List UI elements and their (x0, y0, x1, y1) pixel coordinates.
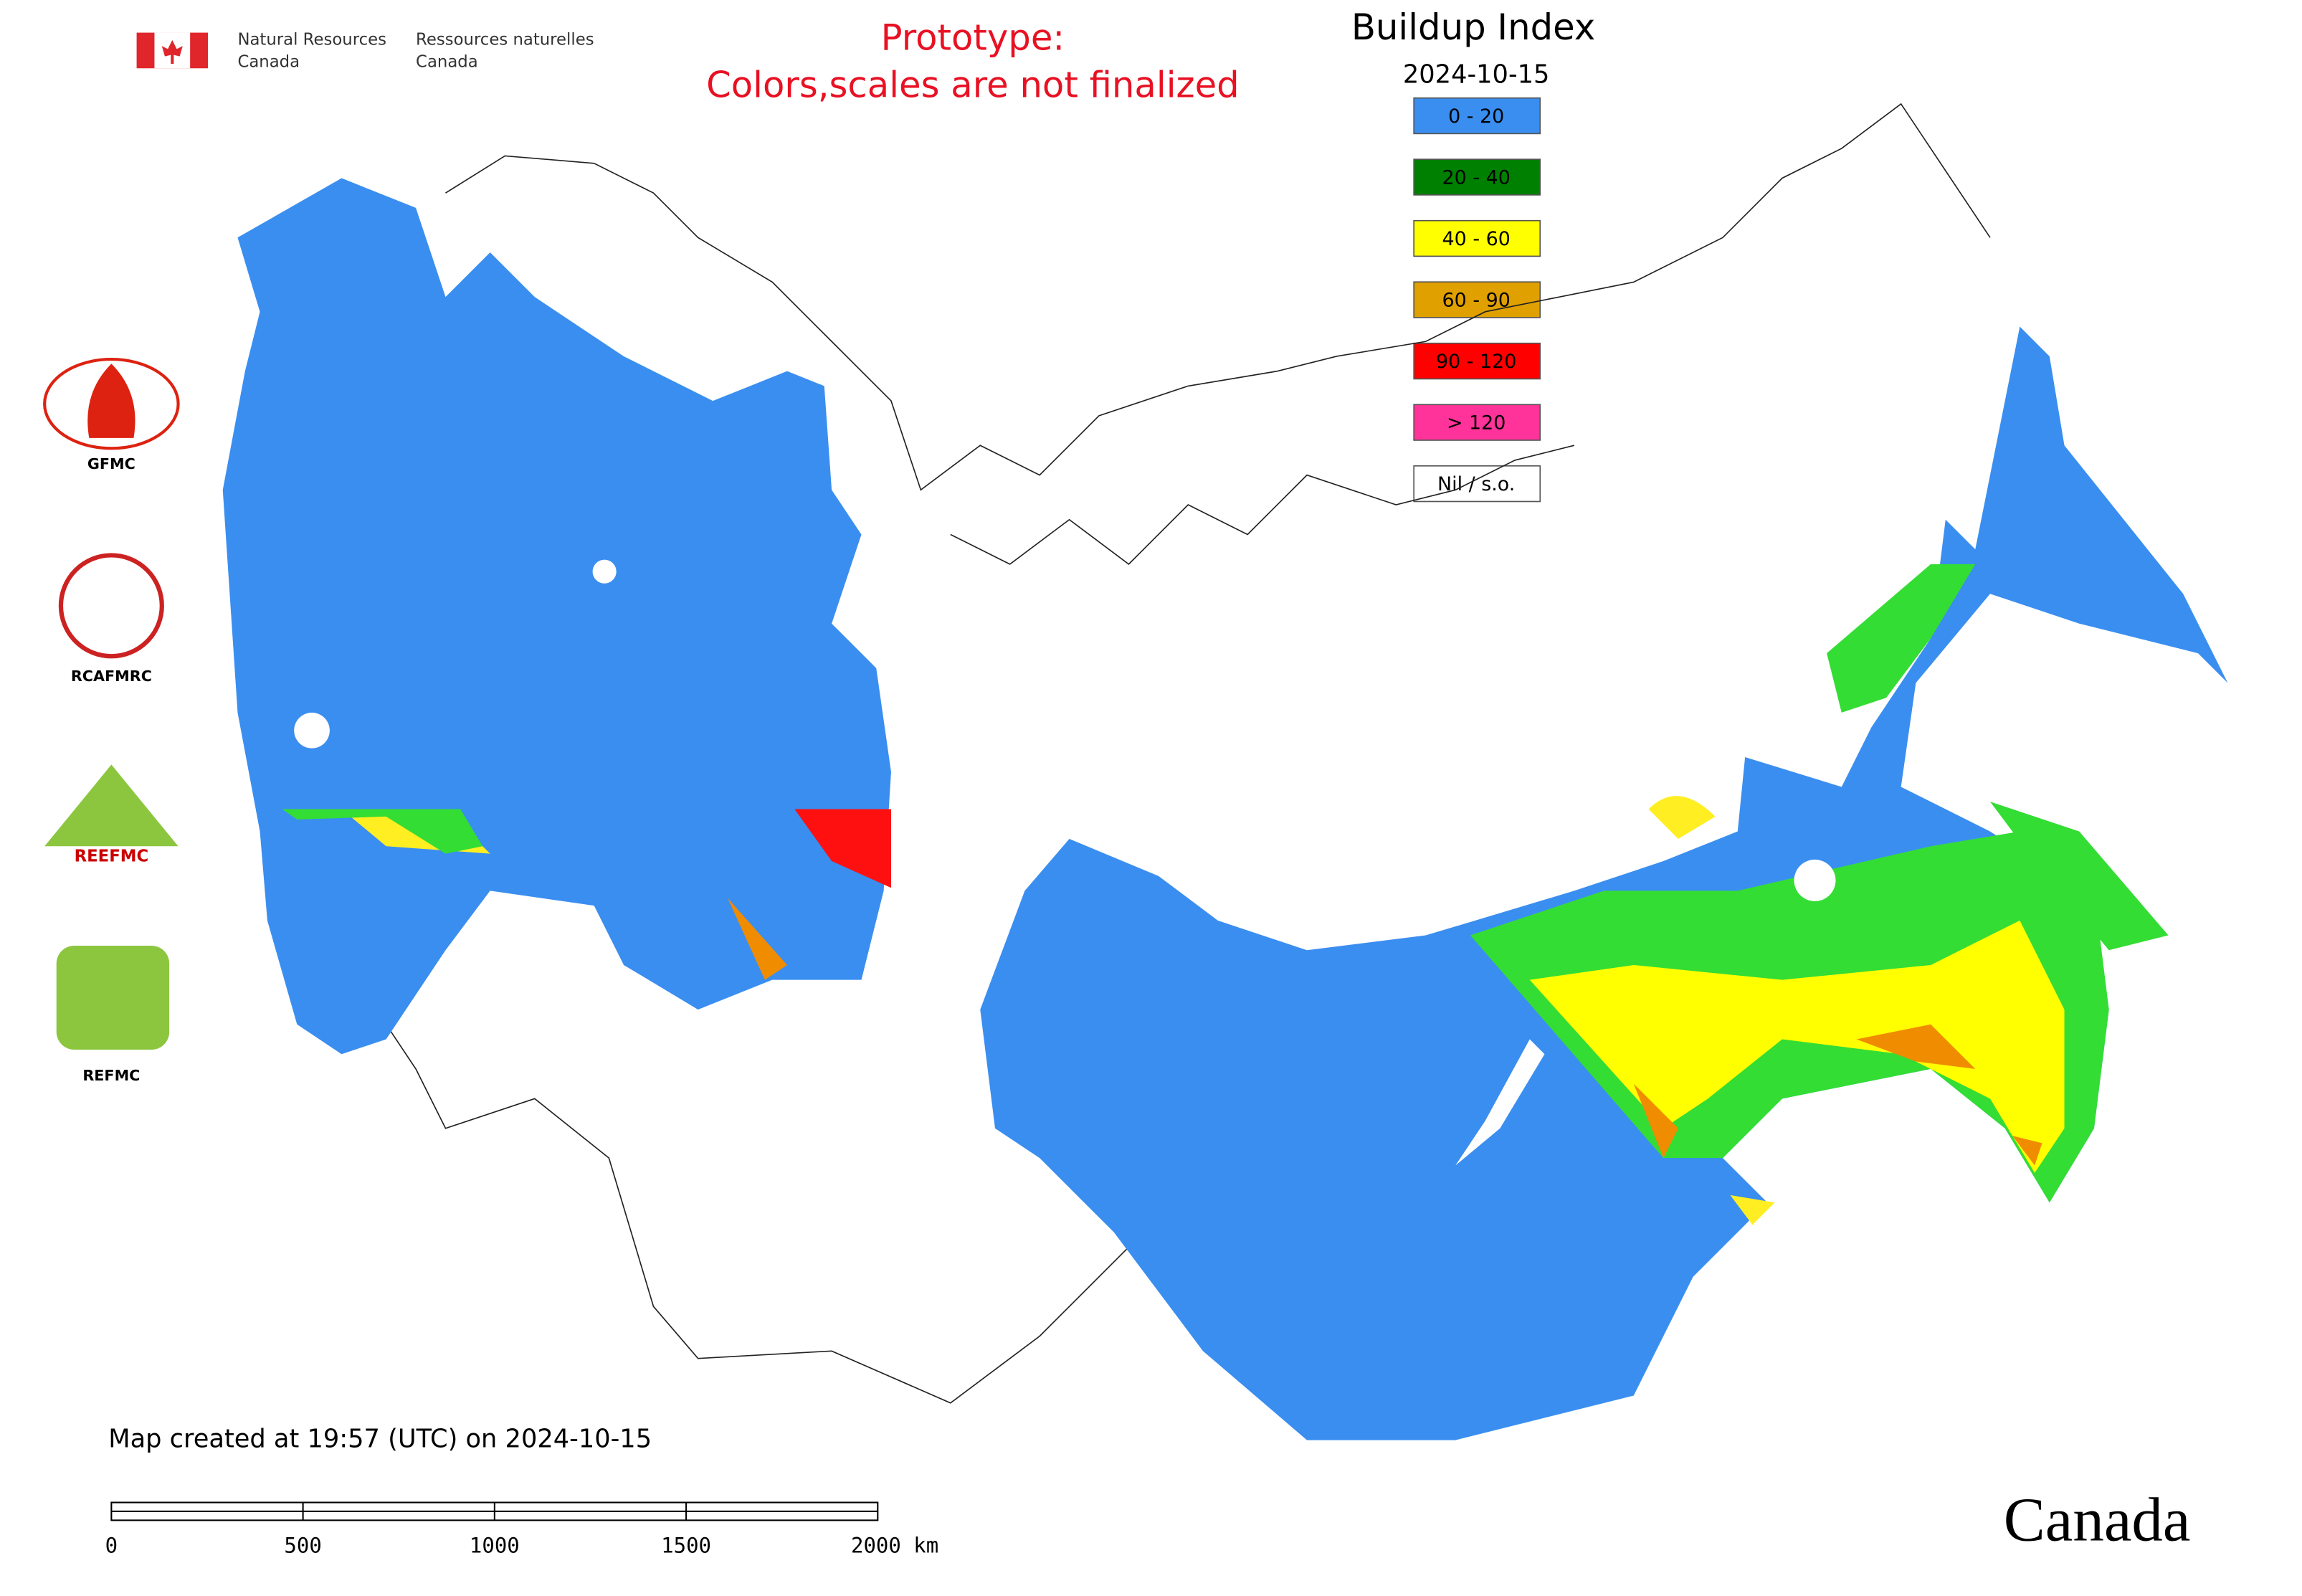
scale-label: 1000 (470, 1534, 520, 1558)
legend-label: 40 - 60 (1442, 228, 1511, 250)
scale-label: 0 (105, 1534, 118, 1558)
legend-label: 60 - 90 (1442, 290, 1511, 312)
legend: 0 - 20 20 - 40 40 - 60 60 - 90 90 - 120 > 120… (1413, 97, 1541, 503)
region-orange (1633, 1024, 2042, 1166)
region-blue (980, 326, 2228, 1440)
nil-area (294, 712, 330, 749)
lake (1455, 1039, 1545, 1166)
scale-label: 2000 km (851, 1534, 938, 1558)
region-green (1989, 802, 2169, 951)
logo-reefmc: REEFMC (44, 764, 179, 865)
region-red (794, 809, 891, 888)
canada-wordmark: Canada (2004, 1485, 2191, 1554)
logo-label: REEFMC (75, 847, 149, 865)
notice: Colors,scales are not finalized (706, 65, 1240, 106)
scale-label: 1500 (661, 1534, 711, 1558)
legend-swatch (1413, 97, 1541, 135)
agency-en: Natural Resources (237, 30, 386, 49)
legend-label: 0 - 20 (1448, 105, 1504, 128)
region-green (1827, 564, 1976, 713)
created-note: Map created at 19:57 (UTC) on 2024-10-15 (108, 1425, 652, 1454)
notice: Prototype: (881, 16, 1065, 58)
legend-swatch (1413, 404, 1541, 441)
region-green (282, 809, 483, 854)
logo-refmc: REFMC (56, 946, 170, 1084)
logo-label: RCAFMRC (71, 668, 152, 685)
legend-label: 90 - 120 (1436, 351, 1516, 373)
region-blue (222, 178, 891, 1055)
legend-title: Buildup Index (1351, 6, 1595, 48)
legend-label: > 120 (1447, 412, 1506, 434)
scale-label: 500 (284, 1534, 321, 1558)
legend-swatch (1413, 281, 1541, 318)
country-outline (385, 103, 1991, 1404)
scale-bar: 0 500 1000 1500 2000 km (105, 1501, 938, 1558)
legend-label: Nil / s.o. (1437, 473, 1515, 495)
legend-swatch (1413, 219, 1541, 257)
agency-en: Canada (237, 52, 300, 71)
legend-swatch (1413, 342, 1541, 380)
logo-gfmc: GFMC (43, 358, 180, 472)
legend-label: 20 - 40 (1442, 167, 1511, 189)
logo-rcafmrc: RCAFMRC (58, 553, 164, 685)
region-yellow (1529, 920, 2065, 1173)
legend-date: 2024-10-15 (1403, 60, 1550, 90)
logo-label: REFMC (82, 1067, 140, 1084)
agency-fr: Canada (416, 52, 478, 71)
region-orange (728, 898, 787, 980)
canada-flag (136, 32, 209, 69)
nil-area (592, 559, 617, 584)
map-area (222, 103, 2228, 1440)
legend-swatch (1413, 158, 1541, 196)
logo-label: GFMC (87, 455, 135, 472)
agency-fr: Ressources naturelles (416, 30, 594, 49)
nil-area (1794, 859, 1836, 901)
